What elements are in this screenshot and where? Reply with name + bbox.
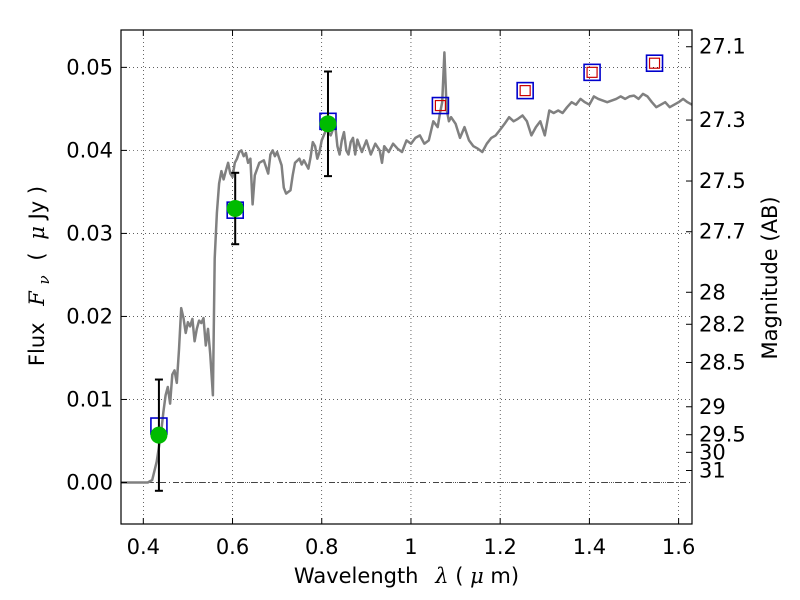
model-box-inner <box>586 66 598 78</box>
right-tick-label: 29.5 <box>699 423 746 447</box>
y-tick-label: 0.02 <box>66 304 113 328</box>
x-axis-label: Wavelength λ ( μ m) <box>294 564 519 588</box>
model-box-inner <box>648 57 661 69</box>
right-tick-label: 28.5 <box>699 350 746 374</box>
y-axis-label-symbol-sub: ν <box>35 275 53 284</box>
right-tick-label: 27.5 <box>699 169 746 193</box>
y-axis-label-unit-rest: Jy ) <box>25 186 49 222</box>
observed-point <box>226 200 244 218</box>
y-axis-label-text: Flux <box>25 322 49 366</box>
x-tick-label: 1.2 <box>483 535 516 559</box>
observed-point <box>319 115 337 133</box>
y-axis-label-unit-open: ( <box>25 252 49 260</box>
template-spectrum-line <box>121 51 693 484</box>
right-axis-label: Magnitude (AB) <box>758 196 782 359</box>
y-tick-label: 0.03 <box>66 221 113 245</box>
y-axis-label: Flux F ν ( μ Jy ) <box>25 186 54 366</box>
y-tick-label: 0.05 <box>66 55 113 79</box>
y-tick-label: 0.00 <box>66 470 113 494</box>
y-axis-label-symbol: F <box>25 290 49 307</box>
right-tick-label: 28 <box>699 280 726 304</box>
model-box-inner <box>434 99 447 112</box>
x-axis-label-text: Wavelength <box>294 564 419 588</box>
right-tick-label: 29 <box>699 395 726 419</box>
y-axis-label-unit-mu: μ <box>25 226 49 240</box>
axes-frame <box>120 29 693 525</box>
right-tick-label: 30 <box>699 440 726 464</box>
ticks: 0.4 0.6 0.8 1 1.2 1.4 1.6 0.00 0.01 0.02 0.03 0.04 0… <box>66 30 746 559</box>
x-tick-label: 0.8 <box>305 535 338 559</box>
y-tick-label: 0.04 <box>66 138 113 162</box>
x-tick-label: 1.6 <box>662 535 695 559</box>
model-box <box>583 63 601 82</box>
right-tick-label: 27.7 <box>699 220 746 244</box>
model-box-inner <box>519 85 531 97</box>
x-tick-label: 1 <box>404 535 417 559</box>
x-tick-label: 0.4 <box>127 535 160 559</box>
model-box <box>645 54 664 73</box>
x-tick-label: 1.4 <box>573 535 606 559</box>
data-marks <box>150 54 664 492</box>
x-tick-label: 0.6 <box>216 535 249 559</box>
x-axis-label-unit-open: ( <box>455 564 463 588</box>
x-axis-label-symbol: λ <box>434 564 448 588</box>
right-tick-label: 31 <box>699 458 726 482</box>
right-tick-label: 27.1 <box>699 35 746 59</box>
right-tick-label: 27.3 <box>699 108 746 132</box>
y-tick-label: 0.01 <box>66 387 113 411</box>
x-axis-label-unit-mu: μ <box>470 564 484 588</box>
x-axis-label-unit-rest: m) <box>490 564 519 588</box>
model-box <box>516 81 534 100</box>
observed-point <box>150 426 168 444</box>
right-tick-label: 28.2 <box>699 312 746 336</box>
model-box <box>431 96 450 115</box>
